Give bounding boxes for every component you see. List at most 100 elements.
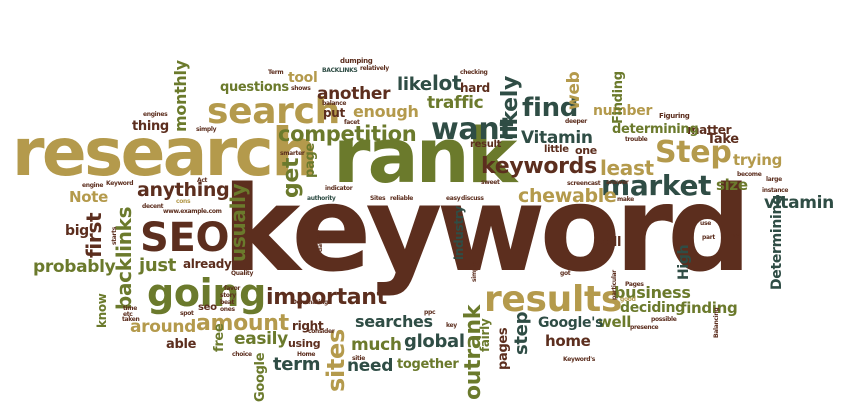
word-just: just [139,255,177,276]
word-reliable: reliable [390,195,414,202]
word-first: first [82,212,106,258]
word-backlinks: backlinks [112,206,136,310]
word-figuring: Figuring [659,112,690,120]
word-number: number [593,103,653,119]
word-easily: easily [234,329,288,349]
word-another: another [317,84,391,104]
word-keywords-sm: Keyword's [563,356,595,363]
word-competition: competition [278,122,417,146]
word-big: big [65,223,89,239]
word-choice: choice [232,351,252,358]
word-relatively: relatively [360,65,389,72]
word-dominating: Dominating [292,299,329,306]
word-together: together [397,357,459,372]
word-monthly: monthly [171,60,190,132]
word-screencast: screencast [567,180,601,187]
word-starts: starts [111,227,118,245]
word-key: key [446,322,457,329]
word-rank: rank [333,111,517,200]
word-fairly: fairly [478,318,492,352]
word-instance: instance [762,187,789,194]
word-keywords: keywords [481,154,597,179]
word-chewable: chewable [518,185,617,207]
word-deeper: deeper [565,118,587,125]
word-free: free [212,323,227,352]
word-good: good [620,296,636,303]
word-example: www.example.com [163,208,222,215]
word-simply: simply [196,126,217,133]
word-act: Act [197,177,208,184]
word-ppc: ppc [424,309,436,316]
word-may: may [727,232,741,239]
word-sweet: sweet [481,179,500,186]
word-search: search [207,91,340,132]
word-step: Step [655,135,732,170]
word-balancing: Balancing [713,307,720,338]
word-finding-cap: Finding [611,71,626,124]
word-story: story [220,292,236,299]
word-amount: amount [196,311,289,336]
word-take: Take [707,132,739,147]
word-home: home [545,332,591,350]
word-tool: tool [288,70,318,86]
word-time: time [123,305,137,312]
word-make: make [617,196,634,203]
word-hard: hard [460,81,490,95]
word-able: able [166,337,197,352]
word-matter: matter [687,123,732,137]
word-around: around [130,317,196,337]
word-results: results [484,279,622,320]
word-size: size [716,176,748,194]
word-trouble: trouble [625,136,648,143]
word-little: little [544,144,569,155]
word-pages: pages [496,327,511,370]
word-favor: favor [224,285,241,292]
word-determining-cap: Determining [769,195,785,290]
word-spot: spot [180,310,194,317]
word-much: much [351,335,402,355]
word-usually: usually [226,183,250,262]
word-term-cap: Term [268,69,284,76]
word-sell: sell [597,235,622,250]
word-questions: questions [220,80,289,95]
word-know: know [95,293,109,328]
word-traffic: traffic [427,93,484,113]
word-sites-sm: Sites [370,195,386,202]
word-anything: anything [137,179,230,201]
word-one: one [575,144,597,157]
word-google: Google [253,352,268,402]
word-find: find [522,93,579,123]
word-already: already [183,257,232,271]
word-use: use [700,220,711,227]
word-like: like [397,74,432,95]
word-industry: industry [452,206,466,260]
word-got: got [560,270,571,277]
word-seo: SEO [140,215,230,261]
word-smarter: smarter [280,150,305,157]
word-thing: thing [132,119,169,134]
word-put: put [323,106,345,120]
word-enough: enough [353,102,419,121]
word-using: using [288,337,321,350]
word-research: research [12,114,318,191]
word-backlinks-cap: BACKLINKS [322,67,358,74]
word-quality: Quality [231,270,254,277]
word-engine: engine [82,182,104,189]
word-home-sm: Home [297,351,316,358]
word-global: global [404,331,465,352]
word-ones: ones [220,306,235,313]
word-decent: decent [142,203,164,210]
word-answer: answer [606,179,629,186]
word-pages-sm: Pages [625,281,644,288]
word-seo-lc: seo [198,302,217,313]
word-vitamin-cap: Vitamin [521,128,593,148]
word-shows: shows [291,85,311,92]
word-dumping: dumping [340,57,373,65]
word-going: going [147,271,266,315]
word-searches: searches [355,312,433,331]
word-vitamin: vitamin [764,193,834,213]
word-taken: taken [122,316,140,323]
word-lot: lot [432,71,462,95]
word-consider: consider [308,328,335,335]
